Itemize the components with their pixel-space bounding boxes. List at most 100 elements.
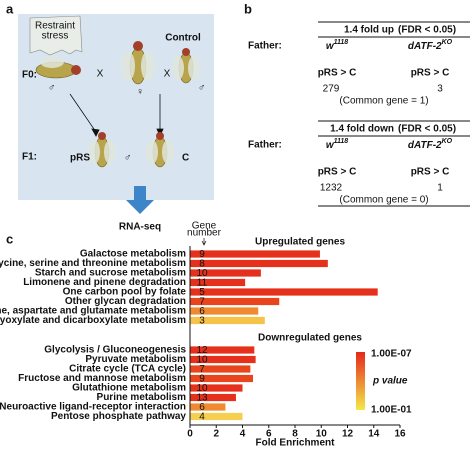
category-label: Citrate cycle (TCA cycle) (69, 364, 186, 375)
genotype-base: dATF-2 (408, 140, 442, 151)
bar (190, 412, 243, 421)
genotype-sup: 1118 (334, 138, 349, 145)
control-label: Control (165, 33, 201, 44)
comparison: pRS > C (318, 68, 357, 79)
x-tick-label: 16 (394, 429, 406, 440)
gene-number: 9 (199, 374, 205, 385)
fdr-note: (FDR < 0.05) (398, 124, 456, 135)
gene-count: 279 (323, 84, 340, 95)
genotype-base: w (326, 41, 335, 52)
fly (35, 56, 81, 79)
comparison: pRS > C (411, 167, 450, 178)
gene-number: 4 (199, 412, 205, 423)
gene-count: 1232 (320, 183, 343, 194)
category-label: Fructose and mannose metabolism (18, 373, 186, 384)
x-tick-label: 8 (292, 429, 298, 440)
genotype-sup: KO (442, 39, 453, 46)
bar (190, 355, 256, 364)
gene-number: 3 (199, 316, 205, 327)
gene-number: 7 (199, 297, 205, 308)
stress-label: stress (42, 31, 69, 42)
genotype: w1118 (326, 138, 348, 151)
panel-b-table: 1.4 fold up (FDR < 0.05)Father: w1118 dATF-… (248, 21, 470, 207)
gene-number-header: Gene (192, 221, 217, 232)
bar (190, 393, 236, 402)
genotype-base: dATF-2 (408, 41, 442, 52)
fly (88, 132, 116, 168)
genotype-sup: KO (442, 138, 453, 145)
gene-number: 5 (199, 287, 205, 298)
x-tick-label: 14 (368, 429, 380, 440)
gene-number: 6 (199, 306, 205, 317)
row-label: Father: (248, 140, 282, 151)
cross-symbol: X (164, 69, 171, 80)
category-label: Galactose metabolism (80, 249, 186, 260)
paper-sheet (29, 15, 83, 56)
gene-number: 11 (197, 278, 208, 289)
category-label: Purine metabolism (97, 392, 187, 403)
gene-number: 10 (196, 355, 208, 366)
generation-label: F0: (22, 70, 37, 81)
bar (190, 259, 328, 268)
stress-label: Restraint (35, 21, 75, 32)
section-title: 1.4 fold up (344, 25, 394, 36)
gene-number: 8 (199, 259, 205, 270)
category-label: Pyruvate metabolism (85, 354, 186, 365)
x-tick-label: 0 (187, 429, 193, 440)
colorbar-tick: 1.00E-01 (371, 405, 412, 416)
bar (190, 346, 255, 354)
bar (190, 316, 265, 325)
group-title: Downregulated genes (258, 333, 362, 344)
bar (190, 384, 243, 392)
x-tick-label: 10 (316, 429, 328, 440)
gene-number: 7 (199, 364, 205, 375)
fly (146, 132, 174, 168)
bar (190, 250, 320, 258)
gene-number: 9 (199, 249, 205, 260)
x-tick-label: 4 (240, 429, 246, 440)
method-label: RNA-seq (119, 222, 161, 233)
fly (172, 48, 200, 84)
x-tick-label: 6 (266, 429, 272, 440)
category-label: Glycine, serine and threonine metabolism (0, 258, 186, 269)
genotype: dATF-2KO (408, 138, 453, 151)
x-tick-label: 2 (213, 429, 219, 440)
comparison: pRS > C (318, 167, 357, 178)
x-axis-label: Fold Enrichment (256, 438, 336, 449)
bar (190, 374, 253, 383)
group-title: Upregulated genes (255, 237, 345, 248)
gene-count: 3 (437, 84, 443, 95)
genotype: dATF-2KO (408, 39, 453, 52)
bar (190, 307, 259, 315)
flow-arrow (126, 186, 154, 214)
sex-symbol: ♂ (124, 153, 132, 164)
gene-number: 12 (196, 345, 208, 356)
fdr-note: (FDR < 0.05) (398, 25, 456, 36)
fly (121, 41, 155, 85)
category-label: Other glycan degradation (65, 296, 186, 307)
panel-label: c (6, 231, 13, 246)
section-title: 1.4 fold down (330, 124, 394, 135)
category-label: Alanine, aspartate and glutamate metabol… (0, 306, 186, 317)
bar (190, 365, 251, 373)
gene-count: 1 (437, 183, 443, 194)
category-label: Glycolysis / Gluconeogenesis (44, 345, 186, 356)
genotype: w1118 (326, 39, 348, 52)
bar (190, 269, 261, 277)
genotype-sup: 1118 (334, 39, 349, 46)
common-note: (Common gene = 1) (339, 96, 428, 107)
common-note: (Common gene = 0) (339, 195, 428, 206)
generation-label: F1: (22, 152, 37, 163)
gene-number: 10 (196, 383, 208, 394)
sex-symbol: ♂ (48, 83, 56, 94)
x-tick-label: 12 (342, 429, 354, 440)
bar (190, 288, 378, 296)
sex-symbol: ♂ (198, 83, 206, 94)
bar (190, 278, 246, 287)
group-label: pRS (70, 153, 90, 164)
category-label: Neuroactive ligand-receptor interaction (0, 402, 186, 413)
bar (190, 297, 280, 306)
colorbar-label: p value (372, 376, 408, 387)
